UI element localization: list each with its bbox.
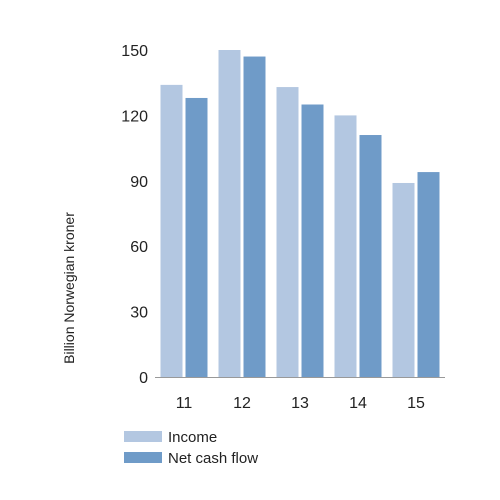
y-axis-title: Billion Norwegian kroner <box>61 212 77 364</box>
bar-income <box>276 87 299 377</box>
bar-net-cash-flow <box>417 172 440 377</box>
x-tick-label: 15 <box>407 395 425 412</box>
legend-swatch <box>124 452 162 463</box>
bar-income <box>392 182 415 377</box>
x-axis-ticks: 11 12 13 14 15 <box>176 395 425 412</box>
bar-income <box>334 115 357 378</box>
bar-net-cash-flow <box>185 97 208 378</box>
y-tick-label: 60 <box>130 239 148 256</box>
legend-label: Income <box>168 429 217 446</box>
x-tick-label: 12 <box>233 395 251 412</box>
x-tick-label: 11 <box>176 395 193 412</box>
bar-net-cash-flow <box>243 56 266 377</box>
x-tick-label: 14 <box>349 395 367 412</box>
bar-net-cash-flow <box>301 104 324 377</box>
legend: Income Net cash flow <box>124 429 258 467</box>
y-axis-ticks: 0 30 60 90 120 150 <box>121 43 148 387</box>
y-tick-label: 30 <box>130 305 148 322</box>
x-tick-label: 13 <box>291 395 309 412</box>
legend-swatch <box>124 431 162 442</box>
bar-net-cash-flow <box>359 135 382 377</box>
bar-income <box>218 50 241 377</box>
y-tick-label: 90 <box>130 174 148 191</box>
y-tick-label: 0 <box>139 370 148 387</box>
y-tick-label: 150 <box>121 43 148 60</box>
legend-label: Net cash flow <box>168 450 258 467</box>
bar-income <box>160 84 183 377</box>
bars <box>160 50 440 378</box>
y-tick-label: 120 <box>121 108 148 125</box>
